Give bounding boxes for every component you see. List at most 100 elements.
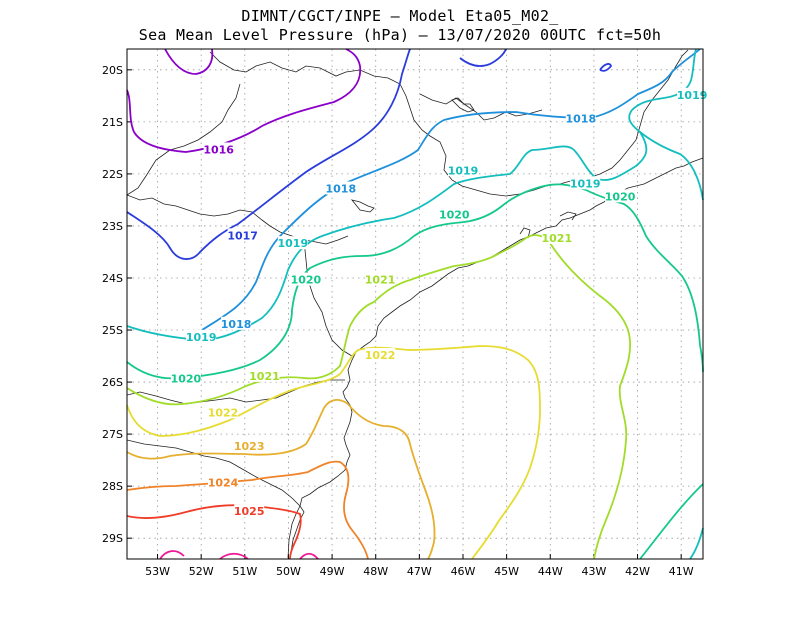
isobar-1016-b [126, 48, 362, 153]
x-tick-label-12: 41W [669, 565, 694, 578]
y-tick-label-7: 27S [102, 428, 123, 441]
contour-label-bg-12 [439, 207, 470, 221]
contour-label-8: 1019 [570, 177, 601, 190]
isobar-1023 [126, 399, 436, 560]
contour-label-20: 1024 [208, 477, 239, 490]
contour-label-bg-6 [186, 329, 217, 343]
isobar-1018-a [201, 48, 701, 331]
contour-label-12: 1020 [439, 209, 470, 222]
x-tick-label-8: 45W [494, 565, 519, 578]
contour-label-3: 1018 [221, 318, 252, 331]
x-tick-label-2: 51W [232, 565, 257, 578]
contour-label-bg-7 [448, 163, 478, 177]
contour-label-bg-1 [227, 228, 258, 242]
state-border-1 [126, 194, 349, 245]
isobar-1020-b [639, 483, 704, 560]
contour-label-1: 1017 [227, 229, 258, 242]
y-tick-label-1: 21S [102, 116, 123, 129]
contour-label-bg-14 [249, 368, 280, 382]
contour-label-bg-2 [325, 181, 356, 195]
y-tick-label-4: 24S [102, 272, 123, 285]
contour-label-bg-11 [170, 371, 201, 385]
isobar-1019-a [126, 48, 697, 341]
y-tick-label-3: 23S [102, 220, 123, 233]
contour-label-bg-8 [570, 176, 601, 190]
map-frame [126, 48, 704, 560]
state-border-7 [419, 93, 543, 121]
contour-label-bg-19 [234, 439, 265, 453]
y-tick-label-6: 26S [102, 376, 123, 389]
contour-label-11: 1020 [171, 372, 202, 385]
x-tick-label-4: 49W [320, 565, 345, 578]
contour-label-bg-18 [365, 348, 396, 362]
contour-label-16: 1021 [542, 232, 573, 245]
contour-label-bg-20 [208, 475, 238, 489]
y-tick-label-5: 25S [102, 324, 123, 337]
contour-label-4: 1018 [566, 112, 597, 125]
contour-label-bg-13 [605, 189, 636, 203]
isobar-1022 [126, 345, 541, 560]
state-border-5 [126, 83, 241, 196]
state-border-3 [126, 439, 301, 507]
island-1 [451, 97, 475, 113]
contour-label-17: 1022 [208, 406, 239, 419]
isobar-1024 [126, 460, 369, 560]
contour-label-bg-21 [234, 504, 265, 518]
contour-label-bg-0 [203, 142, 234, 156]
contour-label-13: 1020 [605, 190, 636, 203]
isobar-1025 [126, 504, 302, 560]
isobar-1026 [159, 550, 319, 560]
map-frame-bg [127, 49, 703, 559]
x-tick-label-7: 46W [451, 565, 476, 578]
contour-label-bg-17 [208, 405, 238, 419]
contour-label-9: 1019 [677, 89, 708, 102]
x-tick-label-1: 52W [189, 565, 214, 578]
contour-label-bg-10 [290, 272, 321, 286]
y-tick-label-9: 29S [102, 532, 123, 545]
contour-label-bg-15 [365, 272, 396, 286]
x-tick-label-3: 50W [276, 565, 301, 578]
contour-label-bg-3 [221, 316, 252, 330]
isobar-1019-b [639, 131, 704, 201]
isobar-1017 [126, 48, 411, 260]
contour-label-bg-9 [677, 87, 708, 101]
map-title-line2: Sea Mean Level Pressure (hPa) – 13/07/20… [138, 26, 662, 44]
isobar-1018-c [459, 48, 507, 67]
x-tick-label-10: 43W [581, 565, 606, 578]
contour-label-21: 1025 [234, 505, 265, 518]
x-tick-label-9: 44W [538, 565, 563, 578]
contour-label-2: 1018 [326, 183, 357, 196]
contour-label-19: 1023 [234, 440, 265, 453]
contour-label-18: 1022 [365, 349, 396, 362]
contour-label-10: 1020 [291, 274, 322, 287]
contour-labels: 1016 1017 1018 1018 1018 1019 1019 1019 1019 1019… [170, 87, 708, 518]
contour-label-5: 1019 [278, 237, 309, 250]
contour-label-14: 1021 [249, 370, 280, 383]
contour-label-bg-5 [277, 236, 308, 250]
y-tick-label-0: 20S [102, 64, 123, 77]
map-title-line1: DIMNT/CGCT/INPE – Model Eta05_M02_ [241, 7, 559, 25]
x-tick-label-11: 42W [625, 565, 650, 578]
x-tick-label-6: 47W [407, 565, 432, 578]
isobar-1020-a [126, 183, 704, 380]
isobar-1016-a [164, 48, 214, 75]
contour-label-0: 1016 [203, 143, 234, 156]
coast-detail-3 [559, 211, 577, 221]
isobar-1018-b [599, 63, 612, 72]
coast-detail-1 [287, 505, 301, 559]
y-tick-label-2: 22S [102, 168, 123, 181]
isobars [126, 48, 704, 560]
y-tick-label-8: 28S [102, 480, 123, 493]
isobar-1021-a [126, 234, 632, 560]
coast-detail-2 [519, 227, 531, 239]
x-tick-label-5: 48W [363, 565, 388, 578]
island-2 [350, 199, 375, 213]
contour-label-15: 1021 [365, 274, 396, 287]
x-tick-label-0: 53W [145, 565, 170, 578]
contour-label-6: 1019 [186, 331, 217, 344]
isobar-1020-c [689, 527, 704, 560]
state-border-6 [303, 239, 353, 357]
contour-label-7: 1019 [448, 164, 479, 177]
contour-label-bg-4 [565, 111, 596, 125]
